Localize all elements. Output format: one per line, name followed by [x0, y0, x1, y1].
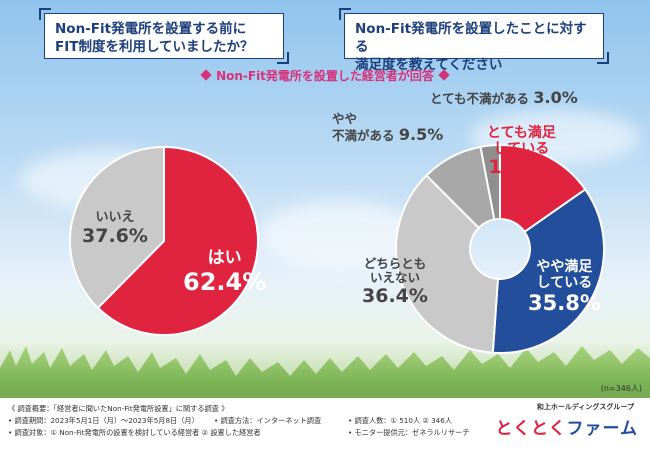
- survey-method: • 調査方法：インターネット調査: [214, 416, 322, 425]
- donut-category-very-satisfied-1: とても満足: [487, 125, 556, 141]
- donut-slice-very-satisfied: [499, 143, 587, 234]
- donut-slice-somewhat-satisfied: [491, 188, 605, 354]
- left-question-line1: Non-Fit発電所を設置する前に: [55, 21, 247, 37]
- donut-category-somewhat-satisfied-2: している: [536, 275, 593, 292]
- satisfaction-donut-chart: [395, 143, 605, 354]
- donut-label-somewhat-dissatisfied-row: 不満がある 9.5%: [332, 126, 443, 144]
- donut-slice-neutral: [395, 174, 499, 354]
- survey-target: • 調査対象：① Non-Fit発電所の設置を検討している経営者 ② 設置した経…: [8, 428, 261, 437]
- donut-value-neutral: 36.4%: [362, 284, 428, 307]
- donut-label-very-dissatisfied: とても不満がある 3.0%: [430, 88, 578, 107]
- donut-category-very-dissatisfied: とても不満がある: [430, 91, 530, 106]
- donut-label-somewhat-dissatisfied: やや 不満がある 9.5%: [332, 111, 443, 145]
- brand-logo-part2: とく: [531, 419, 567, 439]
- survey-count: • 調査人数：① 510人 ② 346人: [348, 416, 453, 425]
- left-question-line2: FIT制度を利用していましたか？: [55, 39, 254, 55]
- donut-value-somewhat-dissatisfied: 9.5%: [398, 125, 444, 145]
- donut-value-very-satisfied: 15.3%: [488, 156, 555, 179]
- donut-category-somewhat-dissatisfied-2: 不満がある: [332, 128, 395, 144]
- sample-size: (n=346人): [600, 384, 642, 393]
- fit-usage-pie-chart: [69, 145, 259, 336]
- diamond-icon: [200, 69, 212, 81]
- respondent-note-text: Non-Fit発電所を設置した経営者が回答: [216, 69, 434, 83]
- diamond-icon: [438, 69, 450, 81]
- brand-logo-part1: とく: [495, 419, 531, 439]
- donut-value-very-dissatisfied: 3.0%: [533, 88, 578, 107]
- donut-slice-very-dissatisfied: [479, 143, 501, 221]
- right-question-line1: Non-Fit発電所を設置したことに対する: [355, 21, 587, 55]
- pie-left-category-yes: はい: [207, 248, 242, 268]
- donut-category-neutral-2: いえない: [369, 270, 420, 286]
- donut-label-very-satisfied: とても満足 している 15.3%: [487, 125, 556, 179]
- donut-category-very-satisfied-2: している: [493, 141, 550, 158]
- footer: 《 調査概要：「経営者に聞いたNon-Fit発電所設置」に関する調査 》 • 調…: [0, 398, 650, 450]
- pie-slice-no: [69, 145, 165, 310]
- brand-logo-part3: ファーム: [566, 419, 638, 439]
- survey-provider: • モニター提供元：ゼネラルリサーチ: [348, 428, 470, 437]
- brand-logo: とくとくファーム: [496, 414, 639, 439]
- pie-left-label-no: いいえ 37.6%: [82, 210, 148, 248]
- right-question-line2: 満足度を教えてください: [355, 57, 503, 73]
- survey-period: • 調査期間：2023年5月1日（月）～2023年5月8日（月）: [8, 416, 199, 425]
- pie-left-label-yes: はい 62.4%: [183, 248, 267, 296]
- right-question-box: Non-Fit発電所を設置したことに対する 満足度を教えてください: [339, 8, 609, 73]
- grass-decoration: [0, 346, 650, 398]
- survey-overview: 《 調査概要：「経営者に聞いたNon-Fit発電所設置」に関する調査 》: [8, 404, 229, 413]
- donut-value-somewhat-satisfied: 35.8%: [528, 291, 601, 316]
- pie-left-category-no: いいえ: [95, 210, 135, 225]
- left-question-box: Non-Fit発電所を設置する前に FIT制度を利用していましたか？: [39, 8, 289, 64]
- donut-category-somewhat-satisfied-1: やや満足: [536, 259, 593, 275]
- group-name: 和上ホールディングスグループ: [536, 403, 634, 411]
- donut-category-neutral-1: どちらとも: [363, 256, 427, 271]
- pie-left-value-no: 37.6%: [82, 224, 148, 247]
- pie-slice-yes: [96, 145, 259, 336]
- donut-label-somewhat-satisfied: やや満足 している 35.8%: [528, 259, 601, 315]
- cloud: [260, 200, 420, 270]
- pie-left-value-yes: 62.4%: [183, 267, 267, 296]
- donut-category-somewhat-dissatisfied-1: やや: [332, 111, 358, 126]
- respondent-note: Non-Fit発電所を設置した経営者が回答: [0, 67, 650, 84]
- donut-label-neutral: どちらとも いえない 36.4%: [362, 256, 428, 308]
